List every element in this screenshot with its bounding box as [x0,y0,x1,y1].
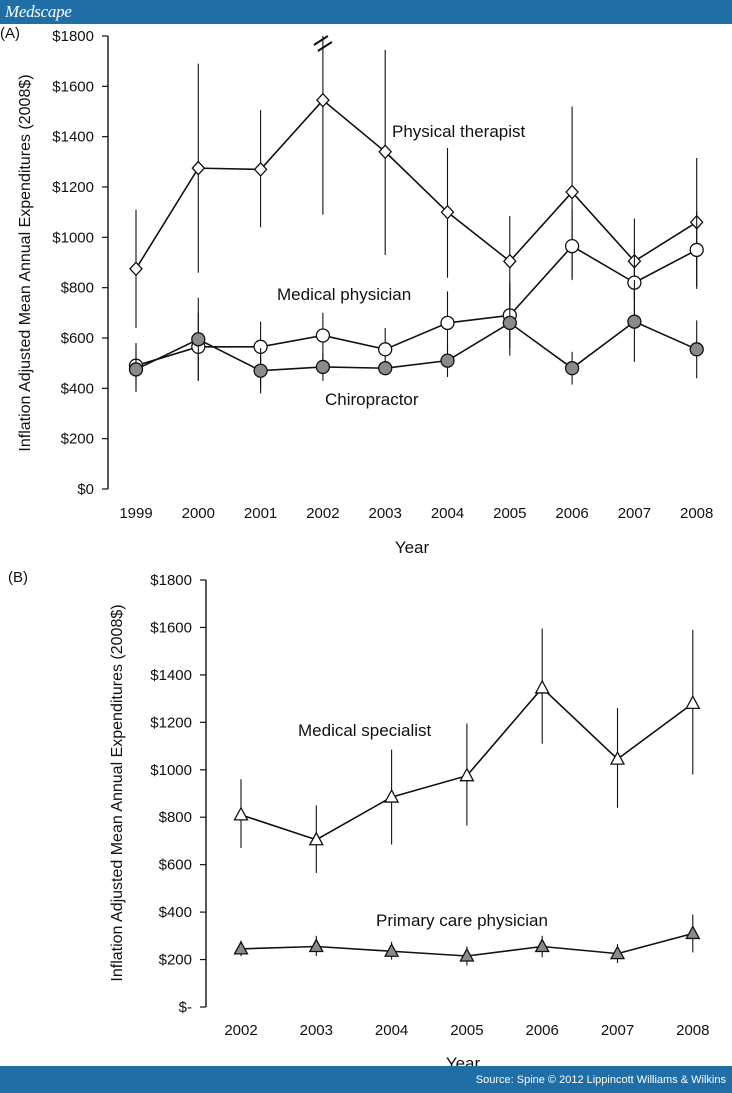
panel-a-series-physical-therapist-point [191,160,206,176]
panel-a-x-tick-label: 2005 [493,505,526,522]
panel-a-label: (A) [0,25,20,42]
panel-b-y-tick-label: $400 [159,904,192,921]
panel-b-y-axis-title: Inflation Adjusted Mean Annual Expenditu… [109,604,126,981]
panel-b-series-primary-care-physician-point [308,938,324,953]
panel-a-series-physical-therapist-point [440,204,455,220]
panel-a-x-tick-label: 2004 [431,505,464,522]
panel-b-series-primary-care-physician-point [609,945,626,960]
panel-a-x-tick-label: 2000 [182,505,215,522]
panel-b-series-medical-specialist-point [233,806,249,821]
panel-b-y-tick-label: $600 [159,857,192,874]
panel-a-x-tick-label: 2006 [555,505,588,522]
panel-a-x-tick-label: 2001 [244,505,277,522]
panel-a-y-tick-label: $1400 [52,129,94,146]
panel-a-series-chiropractor-point [564,361,580,376]
panel-b-series-primary-care-physician-point [384,942,400,957]
panel-a-series-physical-therapist-point [378,144,393,160]
panel-a-y-tick-label: $1000 [52,229,94,246]
panel-b-y-tick-label: $1400 [150,667,192,684]
panel-a-series-chiropractor-point [378,361,393,376]
panel-a-y-tick-label: $1800 [52,28,94,45]
panel-a-series-chiropractor-point [502,315,517,331]
panel-b-x-tick-label: 2003 [300,1022,333,1039]
panel-b-series-primary-care-physician-point [685,925,701,940]
panel-a-series-medical-physician-point [440,315,455,331]
panel-a-y-tick-label: $0 [77,481,94,498]
panel-b-series-medical-specialist-point [534,679,550,694]
footer-bar: Source: Spine © 2012 Lippincott Williams… [0,1066,732,1093]
panel-b-series-medical-specialist-label: Medical specialist [298,721,431,740]
panel-a-series-medical-physician-point [378,342,393,357]
panel-b-y-tick-label: $800 [159,809,192,826]
chart-panel-b: (B) Inflation Adjusted Mean Annual Expen… [8,569,709,1073]
panel-b-y-tick-label: $1000 [150,762,192,779]
panel-a-y-tick-label: $1600 [52,78,94,95]
panel-a-series-physical-therapist-point [316,92,330,108]
panel-b-series-medical-specialist-point [308,831,324,846]
panel-b-y-tick-label: $- [179,999,192,1016]
panel-b-x-tick-label: 2006 [526,1022,559,1039]
panel-b-y-tick-label: $1800 [150,572,192,589]
panel-b-series-medical-specialist-point [384,788,400,803]
panel-a-y-tick-label: $400 [61,380,94,397]
header-bar: Medscape [0,0,732,24]
panel-a-series-physical-therapist-point [565,184,579,200]
chart-panel-a: (A) Inflation Adjusted Mean Annual Expen… [0,25,713,557]
panel-b-x-tick-label: 2008 [676,1022,709,1039]
panel-a-series-chiropractor-label: Chiropractor [325,390,419,409]
panel-b-label: (B) [8,569,28,586]
panel-b-x-tick-label: 2002 [224,1022,257,1039]
panel-a-x-tick-label: 2008 [680,505,713,522]
panel-a-series-physical-therapist-line [135,99,698,270]
panel-a-series-medical-physician-point [689,242,704,258]
panel-a-x-tick-label: 1999 [119,505,152,522]
panel-b-series-primary-care-physician-point [534,938,550,953]
panel-b-series-primary-care-physician-point [459,947,475,962]
panel-b-series-medical-specialist-point [685,694,701,710]
panel-b-x-tick-label: 2007 [601,1022,634,1039]
panel-a-series-chiropractor-point [128,362,144,377]
panel-a-series-physical-therapist-point [502,253,517,269]
panel-a-y-tick-label: $200 [61,431,94,448]
panel-b-x-tick-label: 2005 [450,1022,483,1039]
panel-b-y-tick-label: $1600 [150,619,192,636]
panel-a-series-physical-therapist-point [129,261,143,277]
panel-a-y-tick-label: $1200 [52,179,94,196]
panel-a-series-chiropractor-point [689,342,704,357]
panel-a-series-chiropractor-point [253,363,268,378]
panel-b-series-primary-care-physician-point [233,940,249,955]
panel-a-series-medical-physician-point [315,328,331,343]
panel-a-series-medical-physician-line [135,245,698,367]
panel-a-x-tick-label: 2007 [618,505,651,522]
panel-b-y-tick-label: $1200 [150,714,192,731]
panel-a-series-chiropractor-point [440,353,455,368]
panel-a-series-chiropractor-point [315,359,331,375]
panel-a-series-physical-therapist-label: Physical therapist [392,122,526,141]
panel-a-series-chiropractor-point [627,314,642,329]
panel-a-x-tick-label: 2003 [369,505,402,522]
panel-a-axis-break-mark [313,35,329,46]
source-credit: Source: Spine © 2012 Lippincott Williams… [475,1074,726,1086]
panel-a-series-chiropractor-line [135,320,698,372]
panel-a-series-physical-therapist-point [253,161,268,177]
panel-a-x-axis-title: Year [395,538,430,557]
panel-b-x-tick-label: 2004 [375,1022,408,1039]
panel-b-series-primary-care-physician-label: Primary care physician [376,911,548,930]
medscape-logo: Medscape [5,2,72,21]
panel-b-series-medical-specialist-point [459,767,475,782]
panel-a-series-medical-physician-label: Medical physician [277,285,411,304]
panel-b-series-medical-specialist-point [609,750,626,765]
panel-a-axis-break-mark [317,41,333,52]
panel-a-y-tick-label: $600 [61,330,94,347]
panel-a-y-axis-title: Inflation Adjusted Mean Annual Expenditu… [17,74,34,451]
panel-a-x-tick-label: 2002 [306,505,339,522]
panel-b-y-tick-label: $200 [159,952,192,969]
panel-a-y-tick-label: $800 [61,280,94,297]
panel-a-series-medical-physician-point [564,238,580,254]
panel-a-series-chiropractor-point [191,332,206,347]
